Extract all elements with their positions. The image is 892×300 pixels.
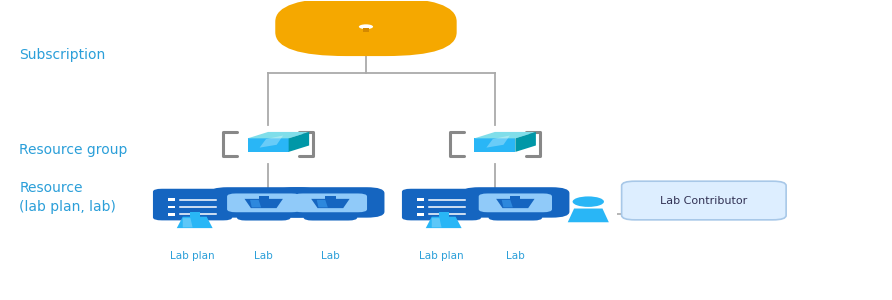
Text: Resource group: Resource group bbox=[19, 143, 128, 157]
Polygon shape bbox=[177, 217, 212, 228]
Polygon shape bbox=[475, 138, 516, 152]
Polygon shape bbox=[496, 199, 534, 208]
Polygon shape bbox=[567, 208, 609, 222]
Bar bbox=[168, 206, 176, 208]
Bar bbox=[368, 38, 376, 40]
Circle shape bbox=[359, 24, 373, 29]
Text: Lab plan: Lab plan bbox=[170, 251, 215, 261]
Polygon shape bbox=[289, 132, 310, 152]
FancyBboxPatch shape bbox=[355, 30, 376, 46]
Text: Lab: Lab bbox=[506, 251, 524, 261]
FancyBboxPatch shape bbox=[303, 213, 357, 220]
Polygon shape bbox=[432, 218, 442, 227]
FancyBboxPatch shape bbox=[461, 187, 569, 217]
Text: Lab Contributor: Lab Contributor bbox=[660, 196, 747, 206]
FancyBboxPatch shape bbox=[153, 189, 232, 220]
FancyBboxPatch shape bbox=[277, 187, 384, 217]
FancyBboxPatch shape bbox=[276, 0, 457, 56]
FancyBboxPatch shape bbox=[237, 213, 291, 220]
Polygon shape bbox=[248, 138, 289, 152]
Bar bbox=[417, 198, 425, 201]
FancyBboxPatch shape bbox=[210, 187, 318, 217]
FancyBboxPatch shape bbox=[489, 213, 542, 220]
Bar bbox=[168, 213, 176, 216]
Bar bbox=[168, 198, 176, 201]
Text: Resource
(lab plan, lab): Resource (lab plan, lab) bbox=[19, 182, 116, 214]
Bar bbox=[259, 196, 268, 199]
Polygon shape bbox=[260, 136, 283, 148]
Bar bbox=[260, 211, 268, 216]
Bar bbox=[511, 211, 520, 216]
Polygon shape bbox=[244, 199, 283, 208]
Polygon shape bbox=[250, 200, 261, 207]
Polygon shape bbox=[475, 132, 536, 138]
Bar bbox=[326, 196, 335, 199]
Bar bbox=[326, 211, 334, 216]
FancyBboxPatch shape bbox=[227, 194, 301, 212]
Bar bbox=[417, 206, 425, 208]
Bar bbox=[190, 212, 200, 217]
Bar bbox=[368, 35, 376, 38]
FancyBboxPatch shape bbox=[622, 181, 786, 220]
Bar bbox=[510, 196, 520, 199]
Text: Lab plan: Lab plan bbox=[419, 251, 464, 261]
Polygon shape bbox=[486, 136, 510, 148]
Polygon shape bbox=[317, 200, 328, 207]
Bar bbox=[363, 28, 368, 32]
Bar bbox=[439, 212, 449, 217]
Text: Lab: Lab bbox=[254, 251, 273, 261]
Polygon shape bbox=[501, 200, 513, 207]
FancyBboxPatch shape bbox=[293, 194, 367, 212]
FancyBboxPatch shape bbox=[402, 189, 481, 220]
Polygon shape bbox=[425, 217, 462, 228]
FancyBboxPatch shape bbox=[479, 194, 552, 212]
Polygon shape bbox=[248, 132, 310, 138]
Bar bbox=[417, 213, 425, 216]
Polygon shape bbox=[516, 132, 536, 152]
Circle shape bbox=[573, 196, 604, 207]
Text: Subscription: Subscription bbox=[19, 48, 105, 62]
Text: Lab: Lab bbox=[321, 251, 340, 261]
Polygon shape bbox=[311, 199, 350, 208]
Polygon shape bbox=[183, 218, 193, 227]
